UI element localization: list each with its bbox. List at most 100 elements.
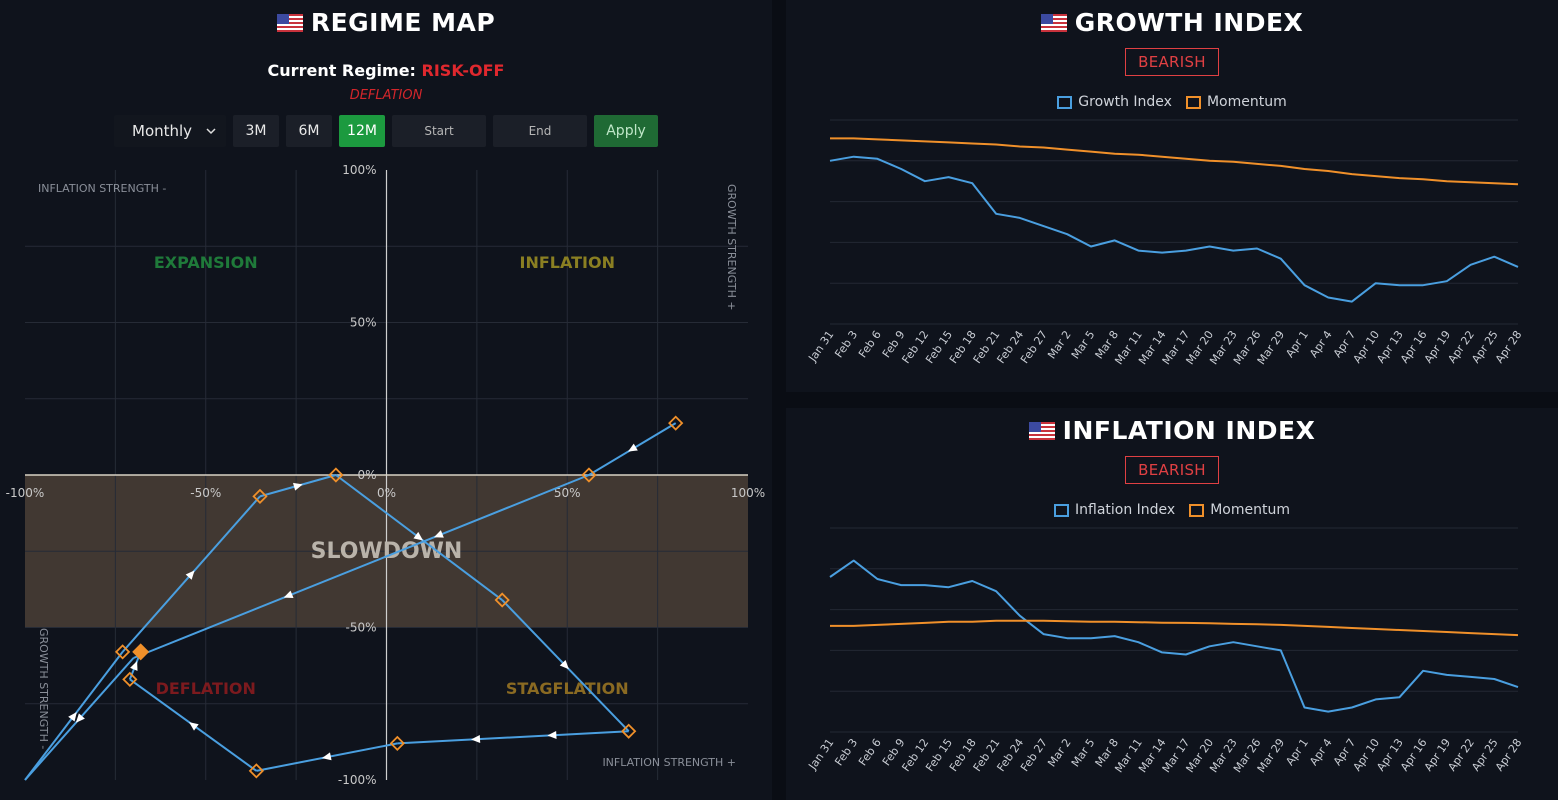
x-tick-label: -50%: [190, 486, 221, 500]
direction-arrow: [628, 443, 638, 452]
current-regime-line: Current Regime: RISK-OFF: [0, 61, 772, 80]
inflation-legend: Inflation Index Momentum: [786, 502, 1558, 518]
us-flag-icon: [276, 13, 303, 32]
legend-swatch: [1185, 95, 1201, 109]
legend-label: Growth Index: [1078, 94, 1172, 110]
regime-map-chart: -100% -50% 0% 50% 100% 100% 50% 0% -50% -100% INFL…: [6, 163, 765, 787]
regime-marker: [389, 735, 405, 752]
chevron-down-icon: [206, 128, 216, 135]
growth-index-title: GROWTH INDEX: [1074, 8, 1304, 37]
x-tick-label: Mar 2: [1045, 328, 1074, 361]
x-tick-label: -100%: [6, 486, 45, 500]
growth-index-title-row: GROWTH INDEX: [786, 8, 1558, 37]
sub-regime-label: DEFLATION: [349, 88, 423, 103]
regime-marker: [668, 415, 684, 431]
regime-map-title-row: REGIME MAP: [0, 8, 772, 37]
direction-arrow: [292, 482, 303, 491]
x-tick-label: Apr 1: [1283, 736, 1311, 768]
inflation-index-panel: INFLATION INDEX BEARISH Inflation Index …: [786, 408, 1558, 800]
legend-item-inflation-index[interactable]: Inflation Index: [1054, 502, 1175, 518]
legend-swatch: [1054, 503, 1069, 517]
y-tick-label: 0%: [357, 468, 376, 482]
inflation-badge-wrap: BEARISH: [786, 456, 1558, 484]
direction-arrow: [130, 660, 138, 671]
current-regime-label: Current Regime:: [267, 61, 416, 80]
end-date-input[interactable]: End: [493, 115, 587, 147]
direction-arrow: [559, 659, 569, 670]
current-regime-marker: [132, 643, 150, 661]
direction-arrow: [321, 752, 332, 761]
legend-item-momentum[interactable]: Momentum: [1189, 502, 1290, 518]
axis-label-growth-plus: GROWTH STRENGTH +: [725, 184, 738, 311]
y-tick-label: 100%: [342, 163, 376, 177]
start-date-input[interactable]: Start: [392, 115, 486, 147]
y-tick-label: 50%: [350, 316, 377, 330]
x-tick-label: Feb 3: [832, 328, 860, 360]
legend-swatch: [1189, 503, 1205, 517]
inflation-index-title-row: INFLATION INDEX: [786, 416, 1558, 445]
x-tick-label: Jan 31: [805, 328, 836, 364]
legend-swatch: [1057, 95, 1073, 109]
region-label-deflation: DEFLATION: [156, 679, 256, 698]
x-tick-label: Mar 5: [1069, 736, 1098, 769]
region-label-inflation: INFLATION: [520, 253, 615, 272]
regime-path-segment: [397, 730, 629, 745]
regime-marker: [581, 467, 597, 483]
range-6m-button[interactable]: 6M: [286, 115, 332, 147]
legend-label: Inflation Index: [1075, 502, 1176, 518]
direction-arrow: [283, 590, 294, 599]
x-tick-label: 50%: [554, 486, 581, 500]
x-tick-label: 100%: [731, 486, 765, 500]
direction-arrow: [433, 530, 444, 538]
regime-marker: [252, 488, 268, 504]
direction-arrow: [471, 735, 481, 744]
apply-button[interactable]: Apply: [594, 115, 658, 147]
x-tick-label: 0%: [377, 486, 396, 500]
regime-path-segment: [133, 474, 590, 659]
regime-marker: [114, 644, 131, 660]
axis-label-growth-minus: GROWTH STRENGTH -: [37, 628, 50, 749]
axis-label-inflation-minus: INFLATION STRENGTH -: [38, 182, 166, 195]
period-select[interactable]: Monthly: [114, 115, 226, 147]
x-tick-label: Mar 5: [1069, 328, 1098, 361]
direction-arrow: [189, 722, 199, 731]
momentum-series-line: [830, 619, 1519, 637]
regime-marker: [621, 723, 637, 739]
x-tick-label: Apr 4: [1307, 328, 1335, 360]
axis-label-inflation-plus: INFLATION STRENGTH +: [602, 756, 736, 769]
regime-map-panel: REGIME MAP Current Regime: RISK-OFF DEFL…: [0, 0, 772, 800]
regime-marker: [328, 467, 344, 483]
momentum-series-line: [830, 137, 1519, 186]
growth-index-panel: GROWTH INDEX BEARISH Growth Index Moment…: [786, 0, 1558, 392]
us-flag-icon: [1040, 13, 1067, 32]
growth-legend: Growth Index Momentum: [786, 94, 1558, 110]
x-tick-label: Feb 6: [856, 736, 884, 768]
region-label-stagflation: STAGFLATION: [506, 679, 629, 698]
x-tick-label: Apr 1: [1283, 328, 1311, 360]
growth-status-badge: BEARISH: [1125, 48, 1219, 76]
index-series-line: [829, 559, 1519, 713]
current-regime-value: RISK-OFF: [421, 61, 505, 80]
inflation-index-title: INFLATION INDEX: [1062, 416, 1316, 445]
range-3m-button[interactable]: 3M: [233, 115, 279, 147]
growth-badge-wrap: BEARISH: [786, 48, 1558, 76]
region-label-slowdown: SLOWDOWN: [311, 539, 463, 564]
legend-item-growth-index[interactable]: Growth Index: [1057, 94, 1172, 110]
regime-map-title: REGIME MAP: [310, 8, 496, 37]
y-tick-label: -50%: [345, 621, 376, 635]
regime-marker: [494, 592, 510, 608]
region-label-expansion: EXPANSION: [154, 253, 258, 272]
direction-arrow: [185, 570, 195, 580]
range-12m-button[interactable]: 12M: [339, 115, 385, 147]
date-controls: Monthly 3M 6M 12M Start End Apply: [114, 115, 658, 147]
legend-label: Momentum: [1206, 94, 1287, 110]
y-tick-label: -100%: [338, 773, 377, 787]
direction-arrow: [547, 731, 557, 740]
inflation-status-badge: BEARISH: [1125, 456, 1219, 484]
regime-marker: [122, 671, 138, 687]
legend-item-momentum[interactable]: Momentum: [1185, 94, 1287, 110]
direction-arrow: [413, 531, 424, 541]
x-tick-label: Feb 6: [856, 328, 884, 360]
